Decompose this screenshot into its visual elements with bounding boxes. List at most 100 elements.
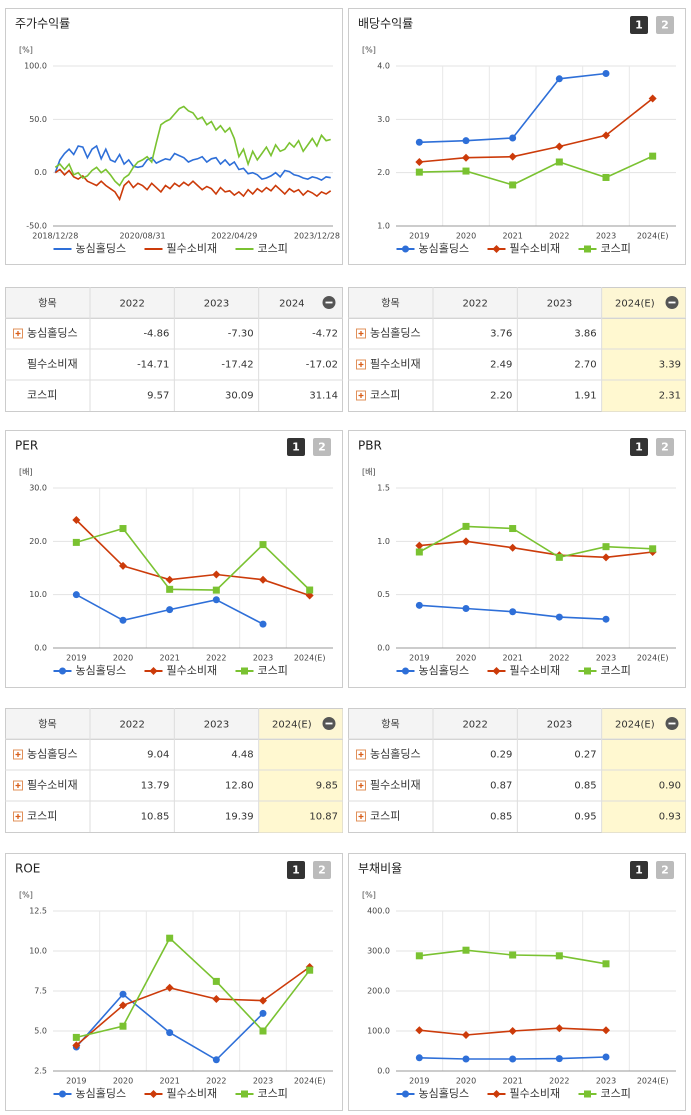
cell-value: 3.76 [490,329,512,340]
panel [5,430,343,688]
cell-value: 9.57 [147,391,169,402]
marker [119,561,127,570]
page-button[interactable] [313,438,331,456]
y-tick-label: 2.0 [377,168,390,177]
marker [555,952,563,960]
page-button[interactable] [656,861,674,879]
marker [462,522,470,530]
x-tick-label: 2022 [549,1077,569,1086]
series-line [419,155,654,186]
x-tick-label: 2020 [456,232,476,241]
marker [72,538,80,546]
marker [212,1056,220,1064]
x-tick-label: 2019 [409,1077,429,1086]
x-tick-label: 2024(E) [637,232,669,241]
cell-value: 1.91 [574,391,596,402]
legend-label: 코스피 [258,242,288,255]
marker [509,1055,517,1063]
marker [415,138,423,146]
chart-title: ROE [15,862,40,876]
x-tick-label: 2023 [253,654,273,663]
marker [462,153,470,162]
page-button[interactable] [287,861,305,879]
marker [59,1090,66,1098]
page-button-label: 2 [318,864,326,877]
page-button-label: 2 [661,19,669,32]
page-button[interactable] [313,861,331,879]
page-button[interactable] [630,861,648,879]
marker [212,596,220,604]
marker [555,1024,564,1033]
cell-value: -17.42 [221,360,253,371]
page-button-label: 2 [661,864,669,877]
y-tick-label: 1.5 [377,484,390,493]
header-cell: 2022 [462,299,487,310]
header-cell: 2023 [204,299,229,310]
marker [259,620,267,628]
marker [415,168,423,176]
legend-label: 필수소비재 [510,242,561,255]
cell-value: -14.71 [137,360,169,371]
marker [415,548,423,556]
marker [555,75,563,83]
highlight-column [601,740,686,833]
cell-value: 0.85 [574,781,596,792]
marker [602,69,610,77]
page-button[interactable] [656,16,674,34]
y-tick-label: -50.0 [26,222,47,231]
marker [462,605,470,613]
legend-label: 농심홀딩스 [419,664,470,677]
x-tick-label: 2021 [159,654,179,663]
cell-value: -4.72 [312,329,338,340]
header-cell: 항목 [38,719,56,731]
y-tick-label: 0.0 [377,1067,390,1076]
y-tick-label: 300.0 [367,947,390,956]
cell-value: 30.09 [225,391,254,402]
x-tick-label: 2021 [502,1077,522,1086]
legend-label: 필수소비재 [510,1087,561,1100]
page-button[interactable] [656,438,674,456]
series-line [54,105,331,187]
marker [602,960,610,968]
page-button[interactable] [630,16,648,34]
x-tick-label: 2023 [596,232,616,241]
x-tick-label: 2020/08/31 [119,232,165,241]
marker [166,934,174,942]
y-tick-label: 10.0 [29,590,47,599]
cell-value: 19.39 [225,812,254,823]
cell-value: 0.90 [659,781,681,792]
x-tick-label: 2020 [456,654,476,663]
header-cell: 2022 [119,299,144,310]
row-label: 코스피 [370,389,400,402]
y-tick-label: 0.0 [34,644,47,653]
page-button[interactable] [287,438,305,456]
series-line [419,97,654,163]
expand-icon-plus [15,814,21,819]
chart-title: PER [15,439,38,453]
y-tick-label: 100.0 [367,1027,390,1036]
cell-value: 0.27 [574,750,596,761]
x-tick-label: 2024(E) [637,1077,669,1086]
marker [492,667,501,675]
legend-label: 필수소비재 [167,242,218,255]
marker [508,543,517,552]
marker [555,613,563,621]
marker [165,575,174,584]
marker [555,553,563,561]
marker [72,591,80,599]
marker [212,995,221,1003]
page-button[interactable] [630,438,648,456]
x-tick-label: 2021 [502,654,522,663]
legend-label: 코스피 [601,242,631,255]
marker [72,1033,80,1041]
expand-icon-plus [358,814,364,819]
x-tick-label: 2024(E) [294,654,326,663]
marker [415,158,424,166]
header-cell: 2024(E) [272,720,312,731]
expand-icon-plus [15,331,21,336]
header-cell: 항목 [38,298,56,310]
header-cell: 2022 [119,720,144,731]
legend-label: 농심홀딩스 [76,1087,127,1100]
cell-value: 9.85 [316,781,338,792]
expand-icon-plus [358,362,364,367]
